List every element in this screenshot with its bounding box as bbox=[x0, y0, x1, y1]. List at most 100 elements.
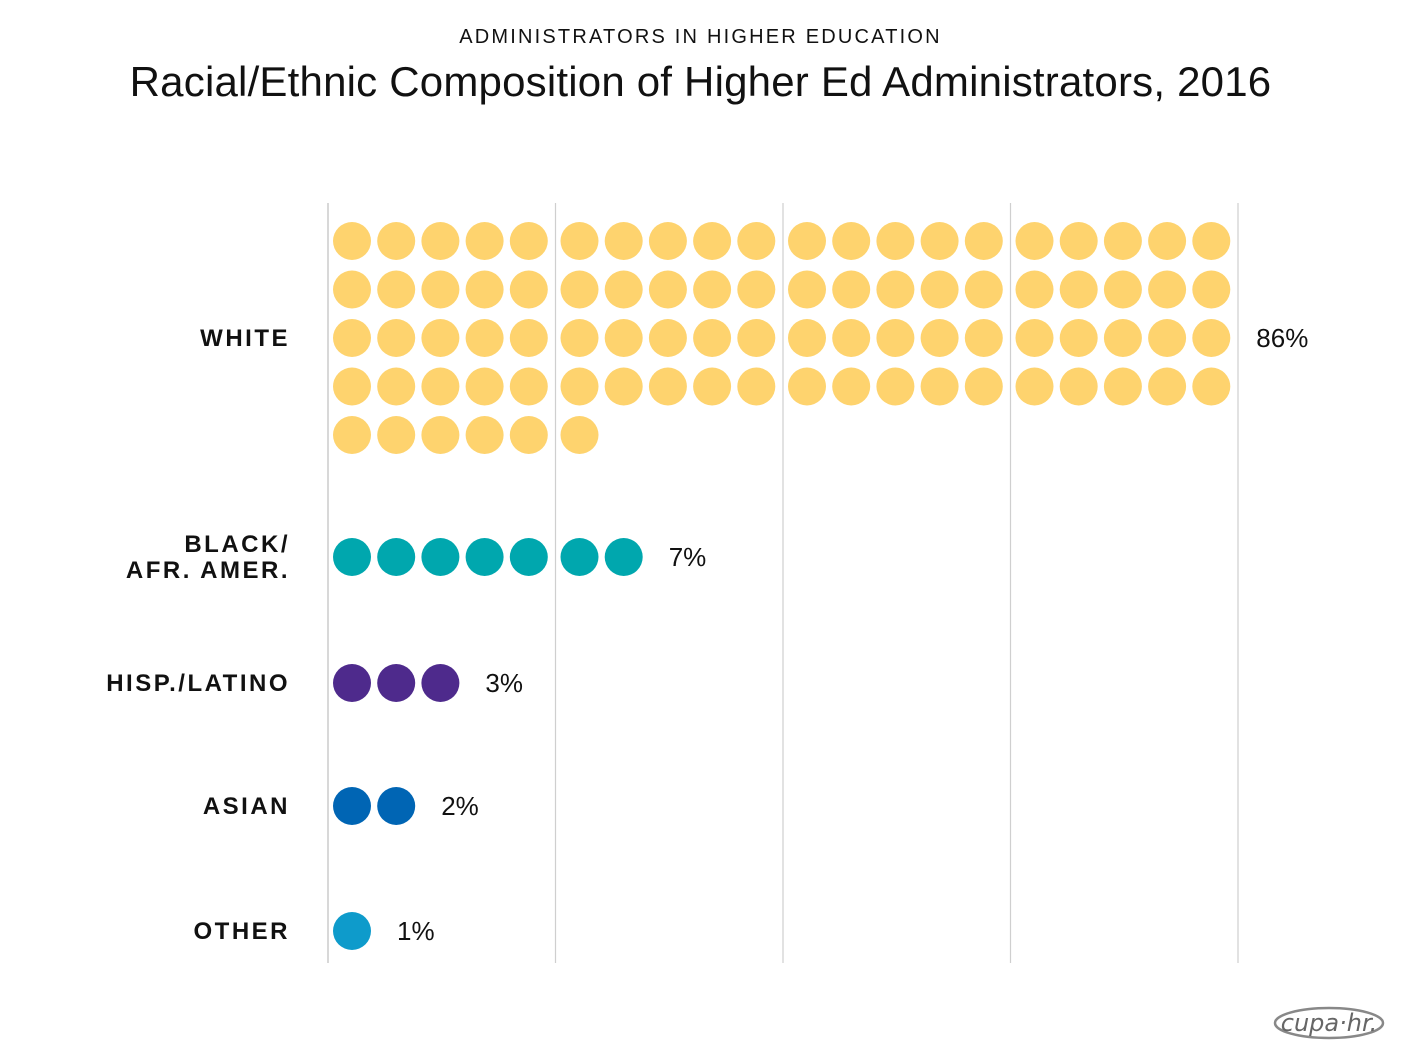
black-dot bbox=[465, 538, 504, 576]
white-dot bbox=[788, 367, 826, 406]
hispanic-percent-label: 3% bbox=[485, 668, 523, 698]
white-dot bbox=[876, 270, 915, 309]
white-dot bbox=[920, 222, 959, 260]
white-dot bbox=[648, 222, 687, 260]
white-dot bbox=[648, 319, 687, 357]
white-dot bbox=[377, 319, 416, 357]
other-dot bbox=[333, 912, 371, 950]
white-dot bbox=[377, 416, 416, 454]
white-dot bbox=[832, 270, 871, 309]
white-dot bbox=[693, 319, 732, 357]
white-dot bbox=[560, 222, 599, 260]
white-dot bbox=[1103, 270, 1142, 309]
white-dot bbox=[1059, 319, 1098, 357]
white-dot bbox=[788, 222, 826, 260]
black-percent-label: 7% bbox=[669, 542, 707, 572]
white-dot bbox=[920, 319, 959, 357]
white-dot bbox=[377, 222, 416, 260]
white-dot bbox=[1103, 222, 1142, 260]
white-dot bbox=[1148, 222, 1187, 260]
white-dot bbox=[465, 222, 504, 260]
white-dot bbox=[1192, 367, 1231, 406]
white-dot bbox=[920, 367, 959, 406]
white-dot bbox=[693, 270, 732, 309]
white-dot bbox=[737, 270, 776, 309]
white-dot bbox=[1148, 270, 1187, 309]
white-dot bbox=[509, 270, 548, 309]
white-dot bbox=[1015, 319, 1054, 357]
white-dot bbox=[421, 222, 460, 260]
white-dot bbox=[1192, 319, 1231, 357]
black-dot bbox=[377, 538, 416, 576]
cupa-hr-logo: cupa·hr. bbox=[1273, 1006, 1385, 1040]
white-dot bbox=[465, 270, 504, 309]
white-dot bbox=[509, 222, 548, 260]
other-percent-label: 1% bbox=[397, 916, 435, 946]
black-dot bbox=[333, 538, 371, 576]
white-dot bbox=[1015, 222, 1054, 260]
asian-percent-label: 2% bbox=[441, 791, 479, 821]
hispanic-dot bbox=[421, 664, 460, 702]
white-dot bbox=[333, 222, 371, 260]
white-dot bbox=[560, 270, 599, 309]
white-dot bbox=[509, 367, 548, 406]
white-dot bbox=[737, 319, 776, 357]
white-dot bbox=[876, 222, 915, 260]
white-dot bbox=[560, 319, 599, 357]
white-dot bbox=[1103, 367, 1142, 406]
chart-supertitle: ADMINISTRATORS IN HIGHER EDUCATION bbox=[459, 26, 942, 48]
white-dot bbox=[1059, 270, 1098, 309]
white-dot bbox=[1148, 319, 1187, 357]
hispanic-dot bbox=[377, 664, 416, 702]
white-dot bbox=[1103, 319, 1142, 357]
white-dot bbox=[421, 270, 460, 309]
other-category-label: OTHER bbox=[194, 918, 291, 945]
black-category-label: AFR. AMER. bbox=[126, 557, 290, 584]
hispanic-dot bbox=[333, 664, 371, 702]
asian-category-label: ASIAN bbox=[203, 793, 290, 820]
white-dot bbox=[832, 222, 871, 260]
white-dot bbox=[964, 270, 1003, 309]
white-dot bbox=[333, 416, 371, 454]
asian-dot bbox=[377, 787, 416, 825]
white-dot bbox=[832, 367, 871, 406]
white-dot bbox=[465, 367, 504, 406]
white-dot bbox=[920, 270, 959, 309]
white-dot bbox=[604, 222, 643, 260]
black-dot bbox=[421, 538, 460, 576]
white-dot bbox=[509, 416, 548, 454]
white-dot bbox=[333, 319, 371, 357]
white-dot bbox=[648, 270, 687, 309]
white-dot bbox=[333, 270, 371, 309]
white-dot bbox=[1059, 367, 1098, 406]
white-dot bbox=[421, 319, 460, 357]
white-dot bbox=[964, 222, 1003, 260]
white-dot bbox=[333, 367, 371, 406]
white-dot bbox=[1015, 367, 1054, 406]
black-dot bbox=[560, 538, 599, 576]
white-dot bbox=[604, 270, 643, 309]
black-dot bbox=[604, 538, 643, 576]
white-dot bbox=[604, 367, 643, 406]
white-dot bbox=[377, 270, 416, 309]
chart-title: Racial/Ethnic Composition of Higher Ed A… bbox=[129, 58, 1272, 105]
white-dot bbox=[465, 319, 504, 357]
white-dot bbox=[421, 416, 460, 454]
white-dot bbox=[1015, 270, 1054, 309]
hispanic-category-label: HISP./LATINO bbox=[106, 670, 290, 697]
white-dot bbox=[876, 319, 915, 357]
white-dot bbox=[832, 319, 871, 357]
black-category-label: BLACK/ bbox=[184, 531, 290, 558]
white-dot bbox=[964, 367, 1003, 406]
white-dot bbox=[1148, 367, 1187, 406]
white-dot bbox=[377, 367, 416, 406]
white-dot bbox=[876, 367, 915, 406]
white-dot bbox=[560, 416, 599, 454]
white-dot bbox=[604, 319, 643, 357]
white-dot bbox=[964, 319, 1003, 357]
white-dot bbox=[648, 367, 687, 406]
white-percent-label: 86% bbox=[1256, 323, 1308, 353]
logo-text: cupa·hr. bbox=[1281, 1009, 1377, 1037]
white-dot bbox=[788, 319, 826, 357]
